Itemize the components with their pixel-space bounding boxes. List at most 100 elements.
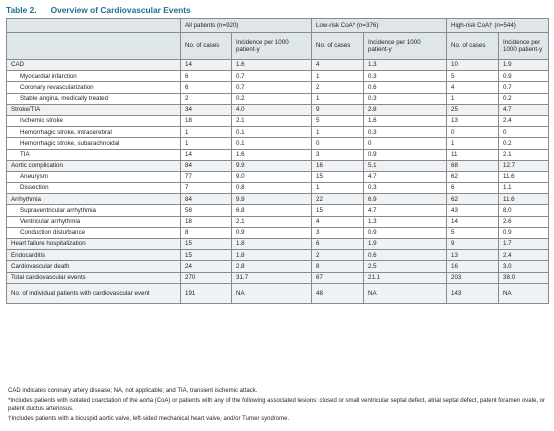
- row-label: Heart failure hospitalization: [6, 237, 181, 251]
- row-value-cell: 5: [446, 226, 500, 240]
- table-row: Myocardial infarction 6 0.7 1 0.3 5 0.9: [6, 70, 550, 83]
- row-value-cell: 1.3: [362, 58, 448, 72]
- row-value-cell: 0.3: [362, 126, 448, 139]
- subheader-blank-cell: [6, 32, 181, 60]
- row-value-cell: 4: [311, 215, 364, 228]
- row-value-cell: 0.9: [362, 226, 448, 240]
- row-value-cell: 15: [180, 249, 232, 262]
- row-value-cell: 16: [446, 260, 500, 273]
- table-row: Cardiovascular death 24 2.8 8 2.5 16 3.0: [6, 260, 550, 273]
- row-value-cell: 9.9: [231, 193, 312, 206]
- row-value-cell: 14: [446, 215, 500, 228]
- row-value-cell: 4.7: [362, 204, 448, 217]
- table-row: Aortic complication 84 9.9 16 5.1 68 12.7: [6, 159, 550, 172]
- row-value-cell: 0.1: [231, 126, 312, 139]
- group-header-row: All patients (n=920) Low-risk CoA* (n=37…: [6, 18, 550, 33]
- row-value-cell: 8.0: [498, 204, 550, 217]
- row-label: Endocarditis: [6, 249, 181, 262]
- row-value-cell: 18: [180, 114, 232, 128]
- subheader-row: No. of cases Incidence per 1000 patient-…: [6, 32, 550, 60]
- table-row: Ventricular arrhythmia 18 2.1 4 1.3 14 2.6: [6, 215, 550, 228]
- table-row: Stable angina, medically treated 2 0.2 1 0.3…: [6, 92, 550, 105]
- footnotes: CAD indicates coronary artery disease; N…: [8, 388, 548, 424]
- cardiovascular-events-table: All patients (n=920) Low-risk CoA* (n=37…: [6, 18, 550, 304]
- group-header-high-risk: High-risk CoA† (n=544): [446, 18, 550, 33]
- row-value-cell: 4.7: [498, 103, 550, 116]
- row-value-cell: 48: [311, 282, 364, 304]
- row-value-cell: 2.8: [231, 260, 312, 273]
- row-value-cell: 0.6: [362, 81, 448, 94]
- row-label: CAD: [6, 58, 181, 72]
- row-value-cell: 84: [180, 159, 232, 172]
- row-value-cell: 1.1: [498, 182, 550, 195]
- row-value-cell: 8: [311, 260, 364, 273]
- row-value-cell: 1: [180, 137, 232, 150]
- table-title: Overview of Cardiovascular Events: [50, 5, 191, 15]
- row-value-cell: 0.7: [498, 81, 550, 94]
- table-title-bar: Table 2. Overview of Cardiovascular Even…: [6, 3, 548, 17]
- row-value-cell: 1.3: [362, 215, 448, 228]
- row-value-cell: 270: [180, 271, 232, 284]
- row-value-cell: 4.0: [231, 103, 312, 116]
- row-value-cell: 34: [180, 103, 232, 116]
- table-row: Total cardiovascular events 270 31.7 67 21.1…: [6, 271, 550, 284]
- row-value-cell: 5: [446, 70, 500, 83]
- row-value-cell: 2.1: [231, 114, 312, 128]
- row-value-cell: 1.6: [231, 148, 312, 161]
- row-value-cell: 0.9: [362, 148, 448, 161]
- row-value-cell: 8: [180, 226, 232, 240]
- footnote-abbreviations: CAD indicates coronary artery disease; N…: [8, 388, 258, 394]
- row-value-cell: 31.7: [231, 271, 312, 284]
- row-value-cell: 25: [446, 103, 500, 116]
- header-blank-cell: [6, 18, 181, 33]
- table-row: Coronary revascularization 6 0.7 2 0.6 4 0.7: [6, 81, 550, 94]
- row-label: Supraventricular arrhythmia: [6, 204, 181, 217]
- table-row: Heart failure hospitalization 15 1.8 6 1.9 9 1…: [6, 237, 550, 251]
- table-row: Aneurysm 77 9.0 15 4.7 62 11.6: [6, 170, 550, 184]
- row-value-cell: 1.7: [498, 237, 550, 251]
- subheader-incidence-high: Incidence per 1000 patient-y: [498, 32, 550, 60]
- row-label: Hemorrhagic stroke, subarachnoidal: [6, 137, 181, 150]
- row-value-cell: 0.3: [362, 182, 448, 195]
- row-value-cell: 14: [180, 148, 232, 161]
- row-label: Stroke/TIA: [6, 103, 181, 116]
- subheader-incidence-all: Incidence per 1000 patient-y: [231, 32, 312, 60]
- row-value-cell: NA: [498, 282, 550, 304]
- group-header-low-risk: Low-risk CoA* (n=376): [310, 18, 448, 33]
- table-row: Endocarditis 15 1.8 2 0.6 13 2.4: [6, 249, 550, 262]
- row-value-cell: 3: [311, 148, 364, 161]
- row-value-cell: 84: [180, 193, 232, 206]
- row-value-cell: 6.8: [231, 204, 312, 217]
- row-value-cell: 15: [311, 204, 364, 217]
- row-value-cell: 5.1: [362, 159, 448, 172]
- row-value-cell: 0: [446, 126, 500, 139]
- row-value-cell: 9: [311, 103, 364, 116]
- subheader-incidence-low: Incidence per 1000 patient-y: [362, 32, 448, 60]
- row-value-cell: 2.1: [231, 215, 312, 228]
- footnote-low-risk: *Includes patients with isolated coarcta…: [8, 398, 545, 412]
- row-label: Cardiovascular death: [6, 260, 181, 273]
- row-value-cell: 0.9: [231, 226, 312, 240]
- row-value-cell: 1: [180, 126, 232, 139]
- row-value-cell: 2: [311, 81, 364, 94]
- row-value-cell: 0: [362, 137, 448, 150]
- row-value-cell: 143: [446, 282, 500, 304]
- row-value-cell: 2.5: [362, 260, 448, 273]
- row-value-cell: 1: [311, 126, 364, 139]
- row-value-cell: 0.2: [498, 92, 550, 105]
- row-value-cell: 0.7: [231, 70, 312, 83]
- row-label: TIA: [6, 148, 181, 161]
- row-value-cell: 3: [311, 226, 364, 240]
- row-value-cell: 1: [311, 182, 364, 195]
- row-value-cell: 6: [180, 70, 232, 83]
- row-value-cell: 21.1: [362, 271, 448, 284]
- row-value-cell: 0.9: [498, 226, 550, 240]
- table-row: Conduction disturbance 8 0.9 3 0.9 5 0.9: [6, 226, 550, 240]
- table-row: CAD 14 1.6 4 1.3 10 1.9: [6, 58, 550, 72]
- row-value-cell: 203: [446, 271, 500, 284]
- row-value-cell: 13: [446, 114, 500, 128]
- row-value-cell: 0: [311, 137, 364, 150]
- row-value-cell: 15: [311, 170, 364, 184]
- row-value-cell: 7: [180, 182, 232, 195]
- row-value-cell: 1: [446, 92, 500, 105]
